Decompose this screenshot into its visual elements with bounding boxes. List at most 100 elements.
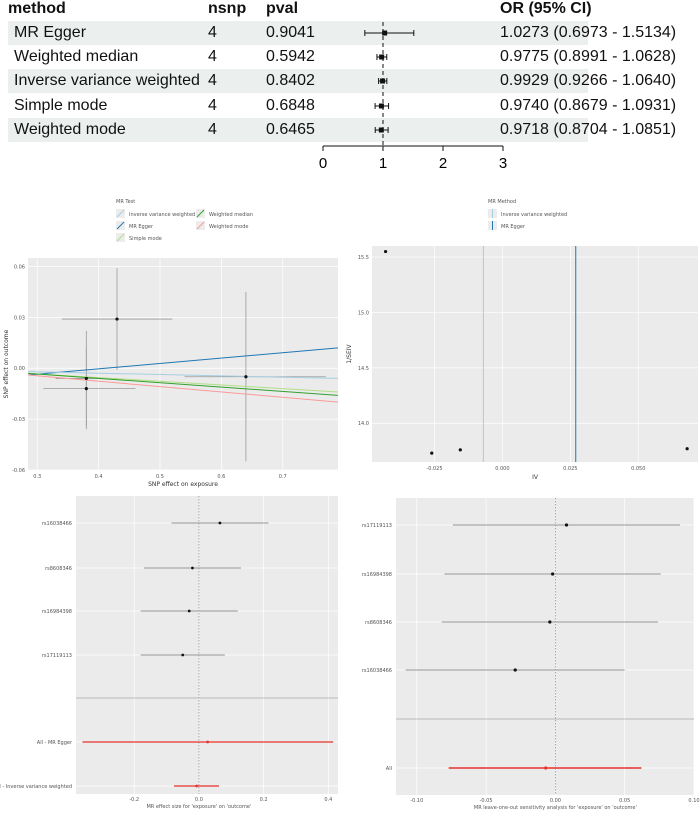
point-estimate	[378, 127, 384, 133]
data-point	[84, 386, 88, 391]
legend-label: Inverse variance weighted	[501, 212, 567, 218]
data-point	[458, 448, 462, 452]
snp-label: rs16038466	[362, 668, 392, 674]
summary-label: All	[386, 766, 392, 772]
y-tick-label: 0.00	[14, 366, 25, 372]
point-estimate	[382, 30, 388, 36]
row-pval: 0.6848	[266, 97, 315, 114]
row-nsnp: 4	[208, 97, 217, 114]
regression-line	[27, 372, 339, 396]
data-point	[548, 620, 552, 624]
leave-one-out-plot: rs17119113 rs16984398 rs8608346 rs16038466 A…	[362, 498, 700, 811]
x-tick-label: 0.7	[279, 474, 287, 480]
snp-label: rs17119113	[42, 653, 72, 659]
x-tick-label: 1	[379, 155, 387, 172]
data-point	[191, 566, 194, 570]
single-snp-forest-plot: rs16038466 rs8608346 rs16984398 rs17119113 A…	[0, 496, 338, 810]
summary-point	[195, 784, 199, 788]
y-tick-label: 0.03	[14, 315, 25, 321]
x-tick-label: 0.000	[495, 466, 509, 472]
regression-line	[27, 371, 339, 379]
row-or: 1.0273 (0.6973 - 1.5134)	[500, 24, 677, 41]
y-axis-label: 1/SEIV	[346, 343, 353, 363]
data-point	[430, 451, 434, 455]
data-point	[685, 447, 689, 451]
regression-line	[27, 372, 339, 393]
x-tick-label: -0.025	[426, 466, 442, 472]
y-axis-label: SNP effect on outcome	[3, 329, 10, 398]
point-estimate	[380, 78, 386, 84]
data-point	[218, 521, 222, 525]
x-tick-label: -0.05	[480, 798, 493, 804]
x-axis-label: SNP effect on exposure	[148, 481, 218, 488]
header-nsnp: nsnp	[208, 0, 247, 17]
x-tick-label: 0.0	[195, 797, 203, 803]
y-tick-label: -0.03	[12, 417, 25, 423]
snp-label: rs17119113	[362, 523, 392, 529]
x-axis-label: MR effect size for 'exposure' on 'outcom…	[146, 804, 251, 810]
y-tick-label: 14.0	[358, 421, 369, 427]
snp-label: rs8608346	[365, 620, 392, 626]
plot-panel	[76, 496, 338, 794]
table-row	[8, 69, 588, 93]
legend-key-line	[196, 209, 205, 218]
row-or: 0.9718 (0.8704 - 1.0851)	[500, 121, 677, 138]
row-pval: 0.5942	[266, 48, 315, 65]
summary-label: All - MR Egger	[37, 740, 73, 746]
data-point	[244, 375, 248, 379]
legend-label: MR Egger	[501, 224, 526, 230]
x-tick-label: -0.10	[410, 798, 423, 804]
row-method: Weighted median	[14, 48, 139, 65]
summary-point	[206, 740, 210, 744]
x-tick-label: -0.2	[129, 797, 139, 803]
snp-label: rs16984398	[42, 609, 72, 615]
row-pval: 0.8402	[266, 72, 315, 89]
funnel-plot: MR Method Inverse variance weighted MR Egg…	[346, 199, 698, 481]
row-or: 0.9775 (0.8991 - 1.0628)	[500, 48, 677, 65]
summary-label: All - Inverse variance weighted	[0, 784, 72, 790]
data-point	[115, 317, 119, 321]
header-method: method	[8, 0, 66, 17]
x-tick-label: 0.2	[260, 797, 268, 803]
row-or: 0.9929 (0.9266 - 1.0640)	[500, 72, 677, 89]
legend-key-line	[116, 233, 125, 242]
forest-table: method nsnp pval OR (95% CI) MR Egger 4 …	[0, 0, 700, 172]
regression-line	[27, 374, 339, 403]
row-method: Weighted mode	[14, 121, 126, 138]
row-nsnp: 4	[208, 121, 217, 138]
x-tick-label: 0.3	[33, 474, 41, 480]
legend-key-line	[196, 221, 205, 230]
row-pval: 0.9041	[266, 24, 315, 41]
legend-label: Simple mode	[129, 236, 162, 242]
legend-title: MR Method	[488, 199, 516, 205]
x-axis-label: MR leave-one-out sensitivity analysis fo…	[474, 805, 637, 811]
header-or: OR (95% CI)	[500, 0, 592, 17]
table-row	[8, 118, 588, 142]
x-tick-label: 0.6	[217, 474, 225, 480]
data-point	[181, 653, 185, 657]
y-tick-label: -0.06	[12, 468, 25, 474]
y-tick-label: 14.5	[358, 366, 369, 372]
legend-label: Inverse variance weighted	[129, 212, 195, 218]
y-tick-label: 15.0	[358, 310, 369, 316]
table-row	[8, 21, 588, 45]
y-tick-label: 0.06	[14, 264, 25, 270]
x-tick-label: 2	[439, 155, 447, 172]
data-point	[383, 249, 388, 254]
point-estimate	[379, 54, 385, 60]
x-tick-label: 0	[319, 155, 327, 172]
y-tick-label: 15.5	[358, 255, 369, 261]
x-tick-label: 0.00	[550, 798, 561, 804]
row-method: Simple mode	[14, 97, 108, 114]
header-pval: pval	[266, 0, 299, 17]
x-tick-label: 0.025	[563, 466, 577, 472]
data-point	[187, 609, 191, 613]
row-or: 0.9740 (0.8679 - 1.0931)	[500, 97, 677, 114]
x-tick-label: 0.4	[324, 797, 332, 803]
row-method: MR Egger	[14, 24, 87, 41]
data-point	[564, 523, 569, 527]
summary-point	[544, 766, 548, 770]
x-axis-label: IV	[532, 474, 539, 481]
scatter-plot: MR Test Inverse variance weighted MR Egger…	[3, 199, 339, 488]
regression-line	[27, 347, 339, 376]
